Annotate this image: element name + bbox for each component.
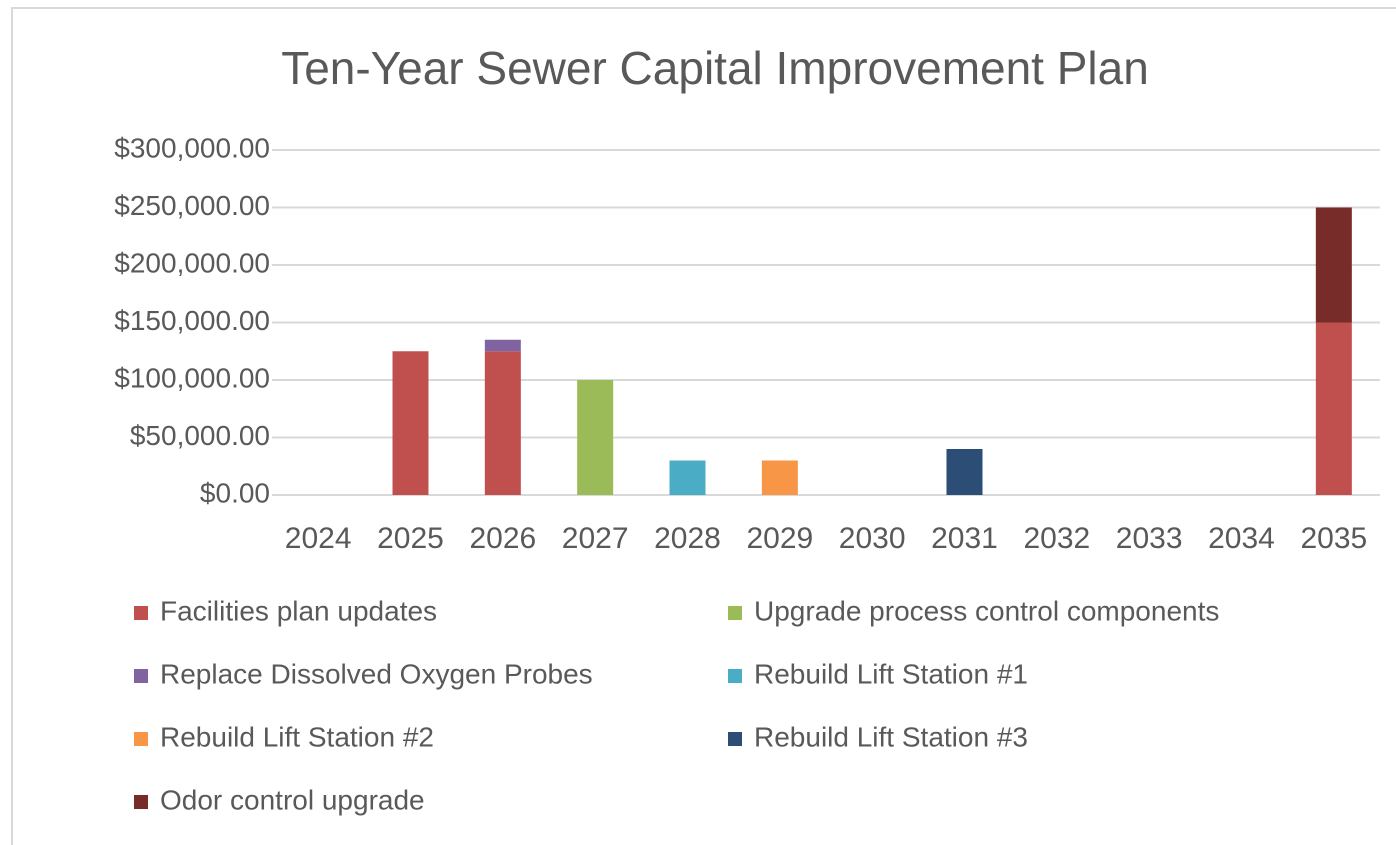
legend-label: Rebuild Lift Station #2 <box>160 721 434 752</box>
y-tick-label: $50,000.00 <box>130 420 270 451</box>
x-tick-label: 2033 <box>1116 522 1183 555</box>
bar-segment <box>761 460 798 495</box>
legend-label: Upgrade process control components <box>754 595 1219 626</box>
x-tick-label: 2028 <box>654 522 721 555</box>
x-tick-label: 2030 <box>839 522 906 555</box>
y-tick-label: $100,000.00 <box>114 362 270 393</box>
bar-segment <box>1315 207 1352 323</box>
bar-segment <box>1315 322 1352 495</box>
legend-label: Rebuild Lift Station #3 <box>754 721 1028 752</box>
x-tick-label: 2031 <box>931 522 998 555</box>
legend-swatch <box>134 732 148 746</box>
legend-label: Rebuild Lift Station #1 <box>754 658 1028 689</box>
bar-segment <box>669 460 706 495</box>
x-tick-label: 2035 <box>1300 522 1367 555</box>
x-tick-label: 2032 <box>1023 522 1090 555</box>
legend-swatch <box>134 795 148 809</box>
legend-label: Odor control upgrade <box>160 784 425 815</box>
y-tick-label: $150,000.00 <box>114 305 270 336</box>
chart-border <box>11 7 1396 845</box>
y-tick-label: $300,000.00 <box>114 132 270 163</box>
x-tick-label: 2024 <box>285 522 352 555</box>
bar-segment <box>577 380 614 495</box>
legend-swatch <box>728 606 742 620</box>
y-tick-label: $200,000.00 <box>114 247 270 278</box>
legend-swatch <box>134 606 148 620</box>
bar-segment <box>392 351 429 495</box>
bar-segment <box>484 351 521 495</box>
x-tick-label: 2034 <box>1208 522 1275 555</box>
x-tick-label: 2029 <box>746 522 813 555</box>
bar-segment <box>484 339 521 352</box>
y-tick-label: $0.00 <box>200 477 270 508</box>
legend-swatch <box>134 669 148 683</box>
x-tick-label: 2026 <box>469 522 536 555</box>
legend-swatch <box>728 669 742 683</box>
x-tick-label: 2027 <box>562 522 629 555</box>
legend-swatch <box>728 732 742 746</box>
legend-label: Facilities plan updates <box>160 595 437 626</box>
chart-title: Ten-Year Sewer Capital Improvement Plan <box>281 42 1149 94</box>
bar-segment <box>946 449 983 495</box>
x-tick-label: 2025 <box>377 522 444 555</box>
legend-label: Replace Dissolved Oxygen Probes <box>160 658 593 689</box>
y-tick-label: $250,000.00 <box>114 190 270 221</box>
